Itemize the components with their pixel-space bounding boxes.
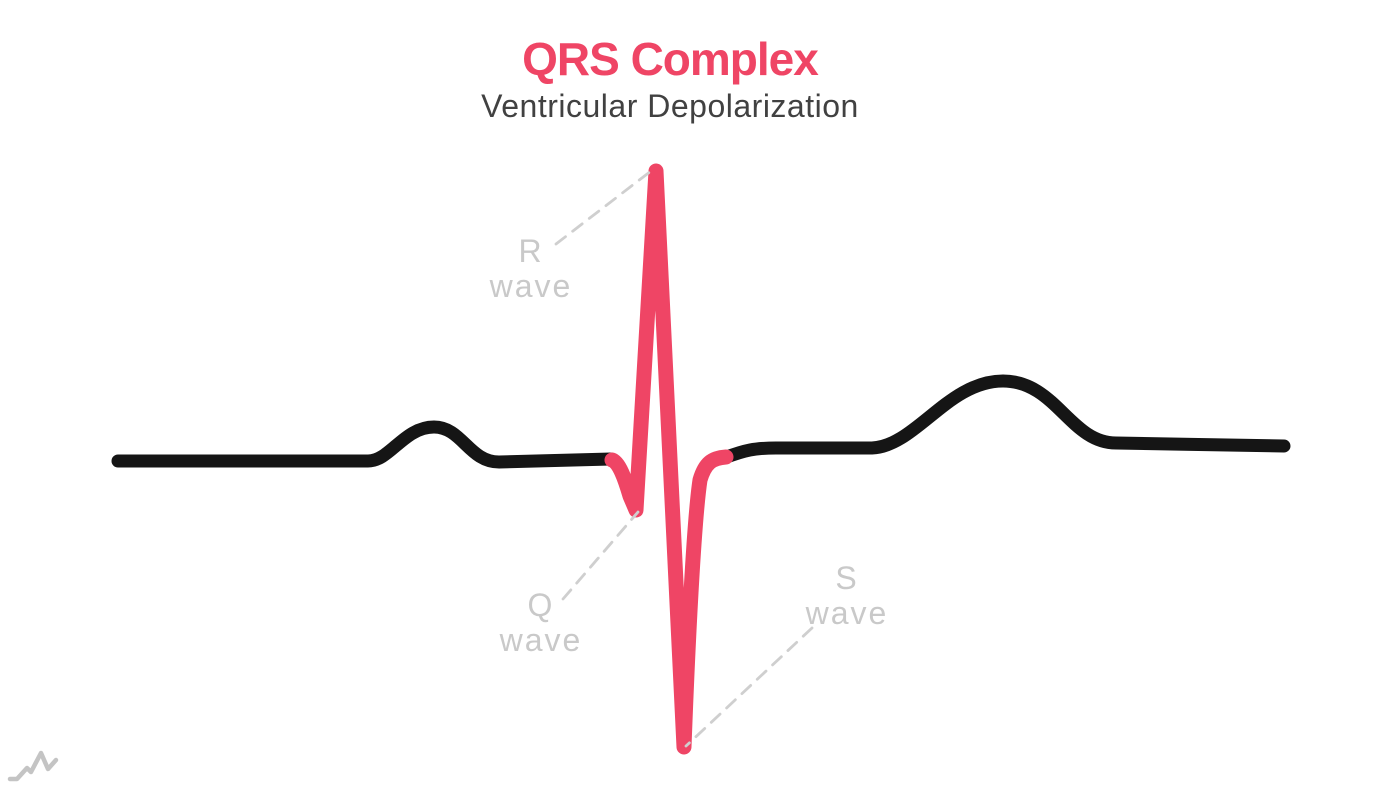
q-wave-word: wave — [499, 622, 583, 658]
r-wave-label: R wave — [461, 234, 601, 304]
s-wave-callout-line — [684, 626, 814, 748]
ecg-trace-right-t-wave — [717, 374, 1291, 465]
logo-heartbeat-icon — [7, 750, 59, 782]
q-wave-callout-line — [561, 510, 640, 601]
page-title: QRS Complex — [522, 33, 819, 85]
q-wave-label: Q wave — [471, 588, 611, 658]
s-wave-word: wave — [805, 595, 889, 631]
s-wave-letter: S — [835, 560, 859, 596]
s-wave-label: S wave — [777, 561, 917, 631]
r-wave-letter: R — [518, 233, 544, 269]
header: QRS Complex Ventricular Depolarization — [0, 34, 1340, 124]
r-wave-callout-line — [554, 169, 653, 246]
qrs-complex-trace — [604, 163, 734, 755]
page-subtitle: Ventricular Depolarization — [481, 88, 859, 124]
ecg-trace-left-p-wave — [111, 420, 618, 469]
r-wave-word: wave — [489, 268, 573, 304]
q-wave-letter: Q — [527, 587, 555, 623]
